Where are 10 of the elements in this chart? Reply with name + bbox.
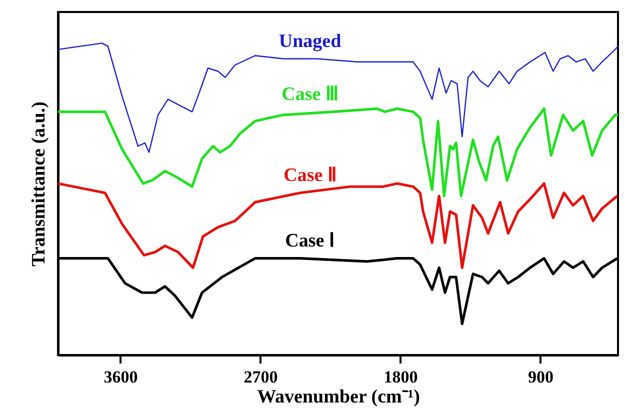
y-axis-title: Transmittance (a.u.) — [28, 102, 50, 266]
x-tick-label: 2700 — [244, 368, 278, 386]
x-tick-label: 900 — [528, 368, 554, 386]
series-label: Unaged — [278, 30, 342, 52]
series-label: Case Ⅱ — [284, 164, 336, 186]
series-label: Case Ⅲ — [282, 84, 338, 105]
x-axis-title: Wavenumber (cm⁻¹) — [257, 386, 420, 408]
series-label: Case Ⅰ — [285, 230, 335, 252]
x-tick-label: 1800 — [384, 368, 418, 386]
x-tick-label: 3600 — [104, 368, 138, 386]
